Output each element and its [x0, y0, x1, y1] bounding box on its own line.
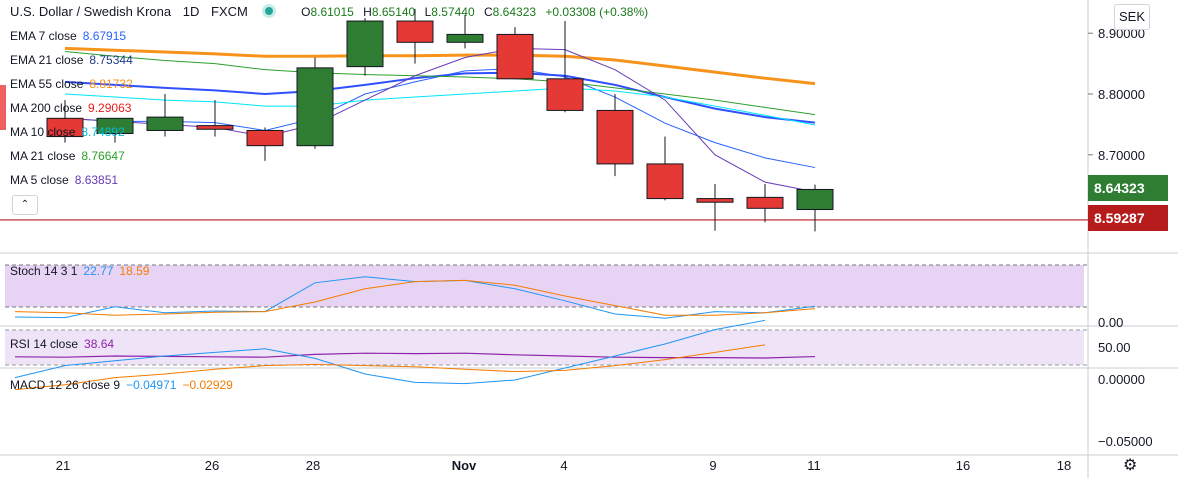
change-value: +0.03308 (+0.38%) — [545, 5, 649, 19]
source-label: FXCM — [211, 4, 248, 19]
candle-down — [646, 163, 684, 200]
series-line-ma-21-close — [64, 50, 816, 116]
candle-down — [696, 198, 734, 203]
legend-ma200[interactable]: MA 200 close 9.29063 — [10, 101, 132, 115]
level-price-tag: 8.59287 — [1088, 205, 1168, 231]
candle-down — [746, 196, 784, 209]
macd-line — [14, 319, 766, 385]
candle-down — [546, 78, 584, 111]
stoch-d-line — [14, 279, 816, 316]
stoch-tick-label: 0.00 — [1098, 315, 1123, 330]
rsi-legend[interactable]: RSI 14 close 38.64 — [10, 337, 115, 351]
indicator-legend: EMA 7 close 8.67915 EMA 21 close 8.75344 E… — [10, 24, 133, 192]
gear-icon[interactable]: ⚙ — [1123, 457, 1138, 474]
legend-ma21[interactable]: MA 21 close 8.76647 — [10, 149, 125, 163]
time-tick-label: 4 — [560, 458, 567, 473]
interval-label[interactable]: 1D — [182, 4, 200, 19]
symbol-title[interactable]: U.S. Dollar / Swedish Krona — [10, 4, 172, 19]
candle-down — [46, 117, 84, 138]
series-line-ma-10-close — [64, 87, 816, 126]
candle-down — [196, 125, 234, 130]
candle-up — [96, 117, 134, 135]
series-line-ema-55-close — [64, 46, 816, 86]
candle-up — [796, 188, 834, 211]
macd-tick-label: −0.05000 — [1098, 434, 1153, 449]
legend-ma10[interactable]: MA 10 close 8.74892 — [10, 125, 125, 139]
macd-tick-label: 0.00000 — [1098, 372, 1145, 387]
time-tick-label: 9 — [709, 458, 716, 473]
time-tick-label: 26 — [205, 458, 219, 473]
time-tick-label: 21 — [56, 458, 70, 473]
legend-ema7[interactable]: EMA 7 close 8.67915 — [10, 29, 127, 43]
currency-button[interactable]: SEK — [1114, 4, 1150, 30]
ohlc-values: O8.61015 H8.65140 L8.57440 C8.64323 +0.0… — [301, 5, 649, 19]
time-tick-label: 18 — [1057, 458, 1071, 473]
candle-up — [346, 20, 384, 68]
legend-ema21[interactable]: EMA 21 close 8.75344 — [10, 53, 133, 67]
symbol-header: U.S. Dollar / Swedish Krona 1D FXCM O8.6… — [10, 4, 654, 19]
price-tick-label: 8.70000 — [1098, 148, 1145, 163]
market-status-icon — [265, 7, 274, 15]
candle-down — [496, 33, 534, 80]
stoch-legend[interactable]: Stoch 14 3 1 22.77 18.59 — [10, 264, 150, 278]
series-line-ma-5-close — [64, 47, 816, 193]
candle-down — [396, 20, 434, 43]
macd-legend[interactable]: MACD 12 26 close 9 −0.04971 −0.02929 — [10, 378, 233, 392]
legend-ema55[interactable]: EMA 55 close 8.81732 — [10, 77, 133, 91]
rsi-tick-label: 50.00 — [1098, 340, 1131, 355]
time-tick-label: 28 — [306, 458, 320, 473]
rsi-band — [5, 330, 1084, 365]
ma200-marker — [0, 85, 6, 130]
candle-down — [246, 129, 284, 147]
macd-signal-line — [14, 344, 766, 391]
time-tick-label: Nov — [452, 458, 477, 473]
last-price-tag: 8.64323 — [1088, 175, 1168, 201]
legend-ma5[interactable]: MA 5 close 8.63851 — [10, 173, 119, 187]
candle-up — [146, 116, 184, 131]
series-line-ema-21-close — [64, 71, 816, 124]
candle-down — [596, 109, 634, 165]
time-tick-label: 16 — [956, 458, 970, 473]
price-tick-label: 8.80000 — [1098, 87, 1145, 102]
time-tick-label: 11 — [807, 458, 821, 473]
candle-up — [446, 33, 484, 43]
collapse-legend-button[interactable]: ⌃ — [12, 195, 38, 215]
stoch-band — [5, 265, 1084, 307]
candle-up — [296, 67, 334, 147]
